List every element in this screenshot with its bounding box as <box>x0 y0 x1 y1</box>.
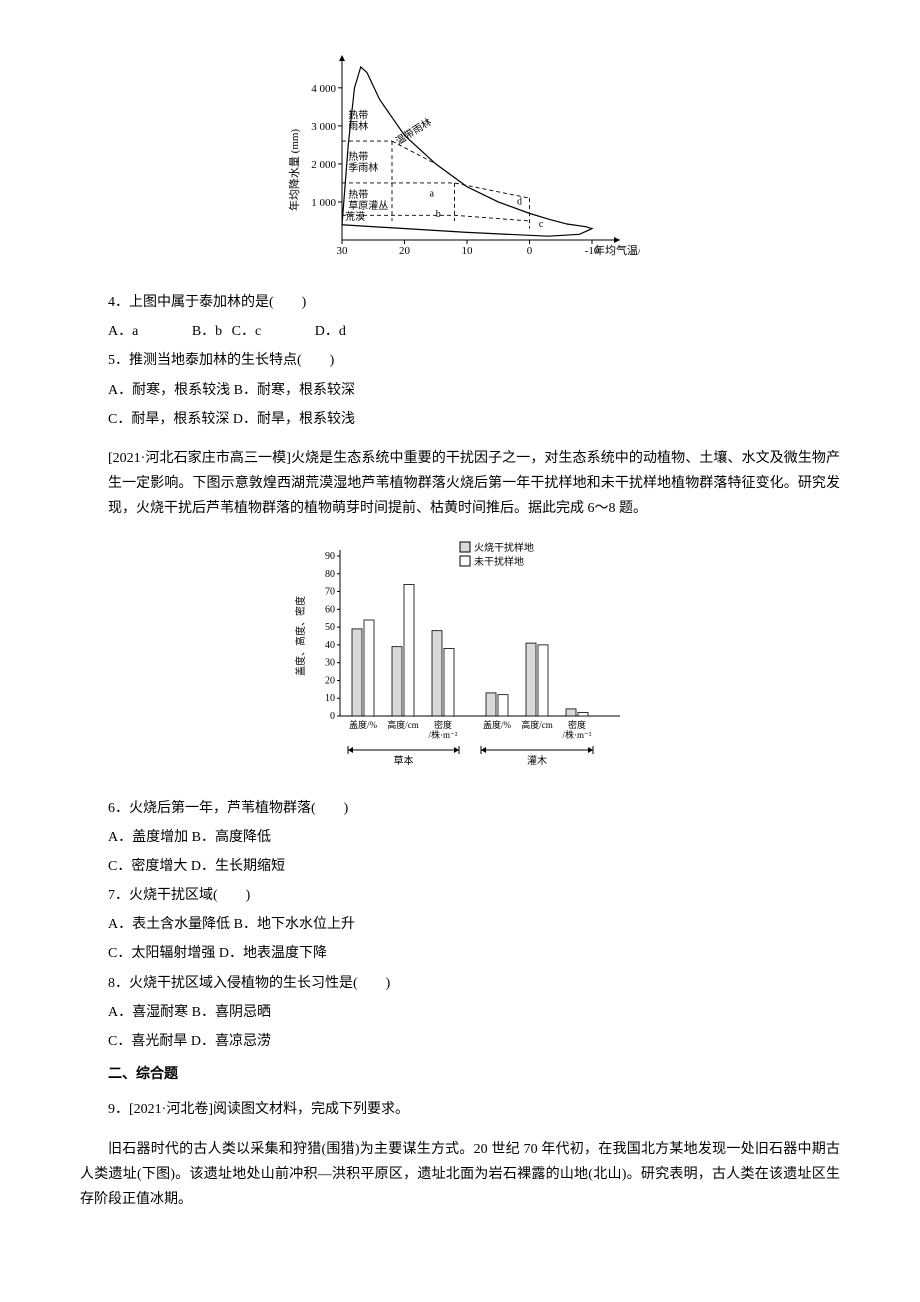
q5-opt-b: B．耐寒，根系较深 <box>234 383 355 398</box>
svg-text:密度: 密度 <box>434 719 452 730</box>
svg-text:30: 30 <box>325 657 335 668</box>
svg-text:0: 0 <box>527 245 533 257</box>
q6-opt-c: C．密度增大 <box>108 859 187 874</box>
q4-opt-b: B．b <box>192 324 222 339</box>
svg-text:草原灌丛: 草原灌丛 <box>348 200 388 212</box>
svg-text:/株·m⁻²: /株·m⁻² <box>563 729 592 740</box>
svg-text:温带雨林: 温带雨林 <box>393 115 434 147</box>
svg-text:未干扰样地: 未干扰样地 <box>474 555 524 568</box>
svg-text:盖度、高度、密度: 盖度、高度、密度 <box>294 596 307 676</box>
q8-opt-c: C．喜光耐旱 <box>108 1034 187 1049</box>
biome-chart-svg: 3020100-10年均气温/℃1 0002 0003 0004 000年均降水… <box>280 50 640 270</box>
q8-opt-a: A．喜湿耐寒 <box>108 1005 188 1020</box>
svg-text:20: 20 <box>399 245 411 257</box>
context2-source: [2021·河北石家庄市高三一模] <box>108 451 291 466</box>
svg-text:0: 0 <box>330 711 335 722</box>
svg-text:c: c <box>539 219 544 230</box>
svg-text:季雨林: 季雨林 <box>348 161 378 174</box>
q9-text: 9．[2021·河北卷]阅读图文材料，完成下列要求。 <box>80 1097 840 1122</box>
q5-options-cd: C．耐旱，根系较深 D．耐旱，根系较浅 <box>80 407 840 432</box>
svg-text:20: 20 <box>325 675 335 686</box>
q6-options-ab: A．盖度增加 B．高度降低 <box>80 825 840 850</box>
svg-text:热带: 热带 <box>348 188 368 201</box>
q5-opt-c: C．耐旱，根系较深 <box>108 412 229 427</box>
q8-opt-b: B．喜阴忌晒 <box>192 1005 271 1020</box>
q8-opt-d: D．喜凉忌涝 <box>191 1034 271 1049</box>
svg-text:高度/cm: 高度/cm <box>521 719 553 730</box>
svg-text:1 000: 1 000 <box>311 197 336 209</box>
svg-text:80: 80 <box>325 568 335 579</box>
q5-opt-d: D．耐旱，根系较浅 <box>233 412 355 427</box>
svg-text:60: 60 <box>325 604 335 615</box>
q7-opt-b: B．地下水水位上升 <box>234 917 355 932</box>
svg-text:荒漠: 荒漠 <box>345 211 365 223</box>
svg-text:热带: 热带 <box>348 150 368 163</box>
q5-options-ab: A．耐寒，根系较浅 B．耐寒，根系较深 <box>80 378 840 403</box>
svg-text:盖度/%: 盖度/% <box>483 719 512 730</box>
q5-opt-a: A．耐寒，根系较浅 <box>108 383 230 398</box>
svg-text:10: 10 <box>462 245 474 257</box>
svg-text:50: 50 <box>325 622 335 633</box>
context2-para: [2021·河北石家庄市高三一模]火烧是生态系统中重要的干扰因子之一，对生态系统… <box>80 446 840 522</box>
svg-text:10: 10 <box>325 693 335 704</box>
q6-opt-a: A．盖度增加 <box>108 830 188 845</box>
q7-text: 7．火烧干扰区域( ) <box>80 883 840 908</box>
svg-text:30: 30 <box>337 245 349 257</box>
svg-text:雨林: 雨林 <box>348 119 368 132</box>
q7-opt-a: A．表土含水量降低 <box>108 917 230 932</box>
svg-text:2 000: 2 000 <box>311 159 336 171</box>
svg-text:密度: 密度 <box>568 719 586 730</box>
svg-text:热带: 热带 <box>348 108 368 121</box>
q8-options-ab: A．喜湿耐寒 B．喜阴忌晒 <box>80 1000 840 1025</box>
context3-para: 旧石器时代的古人类以采集和狩猎(围猎)为主要谋生方式。20 世纪 70 年代初，… <box>80 1137 840 1213</box>
svg-text:70: 70 <box>325 586 335 597</box>
q6-options-cd: C．密度增大 D．生长期缩短 <box>80 854 840 879</box>
svg-text:草本: 草本 <box>394 754 414 767</box>
q4-options: A．a B．b C．c D．d <box>80 319 840 344</box>
q6-text: 6．火烧后第一年，芦苇植物群落( ) <box>80 796 840 821</box>
svg-text:高度/cm: 高度/cm <box>387 719 419 730</box>
q7-options-ab: A．表土含水量降低 B．地下水水位上升 <box>80 912 840 937</box>
bar-chart-svg: 0 10 20 30 40 50 60 70 80 90 盖度、高度、密度 火烧干扰样地未干扰样地盖度… <box>290 536 630 776</box>
q7-opt-d: D．地表温度下降 <box>219 946 327 961</box>
svg-text:年均降水量 (mm): 年均降水量 (mm) <box>287 129 301 212</box>
svg-text:90: 90 <box>325 551 335 562</box>
q4-opt-a: A．a <box>108 324 138 339</box>
svg-text:/株·m⁻²: /株·m⁻² <box>429 729 458 740</box>
svg-text:盖度/%: 盖度/% <box>349 719 378 730</box>
q6-opt-d: D．生长期缩短 <box>191 859 285 874</box>
section2-title: 二、综合题 <box>80 1062 840 1087</box>
biome-chart-figure: 3020100-10年均气温/℃1 0002 0003 0004 000年均降水… <box>80 50 840 270</box>
q7-options-cd: C．太阳辐射增强 D．地表温度下降 <box>80 941 840 966</box>
svg-text:40: 40 <box>325 639 335 650</box>
svg-text:b: b <box>436 209 441 220</box>
svg-text:火烧干扰样地: 火烧干扰样地 <box>474 541 534 554</box>
svg-text:4 000: 4 000 <box>311 83 336 95</box>
q5-text: 5．推测当地泰加林的生长特点( ) <box>80 348 840 373</box>
svg-text:a: a <box>430 188 435 199</box>
q4-opt-c: C．c <box>232 324 262 339</box>
svg-text:灌木: 灌木 <box>527 755 547 767</box>
q7-opt-c: C．太阳辐射增强 <box>108 946 215 961</box>
svg-text:d: d <box>517 197 522 208</box>
svg-text:3 000: 3 000 <box>311 121 336 133</box>
bar-chart-figure: 0 10 20 30 40 50 60 70 80 90 盖度、高度、密度 火烧干扰样地未干扰样地盖度… <box>80 536 840 776</box>
q8-text: 8．火烧干扰区域入侵植物的生长习性是( ) <box>80 971 840 996</box>
q4-text: 4．上图中属于泰加林的是( ) <box>80 290 840 315</box>
q4-opt-d: D．d <box>315 324 346 339</box>
svg-text:年均气温/℃: 年均气温/℃ <box>594 243 640 257</box>
q8-options-cd: C．喜光耐旱 D．喜凉忌涝 <box>80 1029 840 1054</box>
q6-opt-b: B．高度降低 <box>192 830 271 845</box>
